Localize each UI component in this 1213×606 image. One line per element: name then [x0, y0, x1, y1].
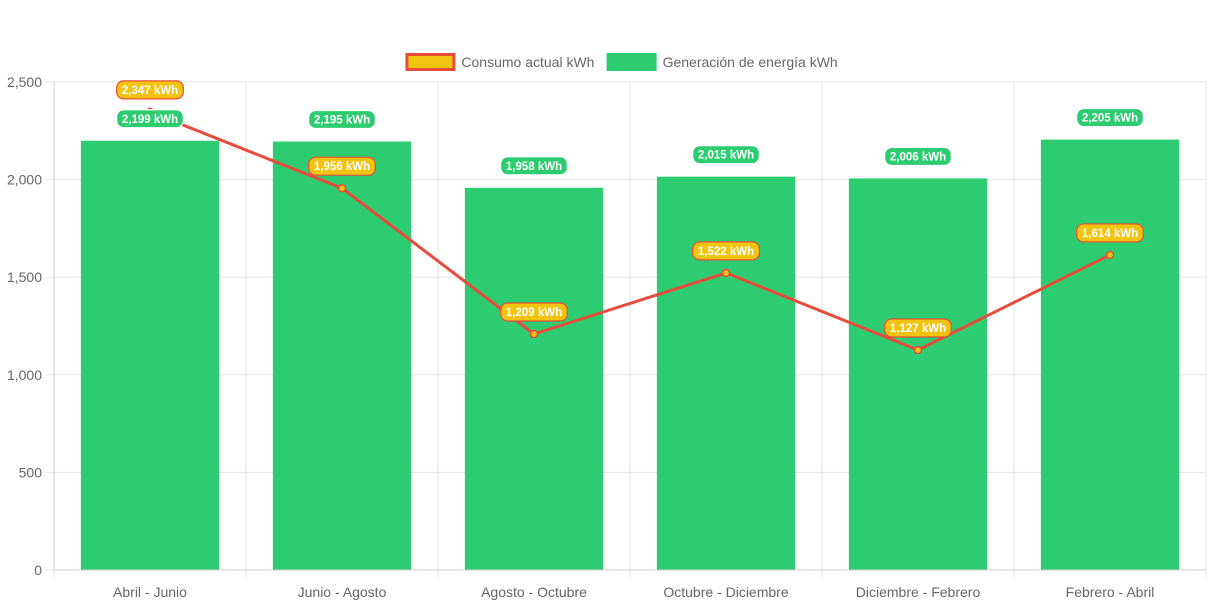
line-point[interactable] — [913, 345, 923, 355]
bar-value-label: 2,205 kWh — [1076, 107, 1144, 128]
y-tick-label: 0 — [34, 562, 42, 578]
bar-value-label-text: 2,199 kWh — [122, 114, 178, 126]
bar-value-label-box — [116, 109, 184, 129]
line-value-label-box — [884, 318, 952, 338]
bar-value-label-text: 2,015 kWh — [698, 150, 754, 162]
legend-item[interactable]: Generación de energía kWh — [606, 53, 838, 71]
x-tick-label: Febrero - Abril — [1066, 584, 1155, 600]
bar[interactable] — [80, 140, 220, 571]
line-point[interactable] — [529, 329, 539, 339]
bar-value-label-box — [1076, 107, 1144, 128]
legend-swatch — [405, 53, 456, 71]
bar-value-label-box — [500, 156, 568, 176]
bar-value-label: 2,199 kWh — [116, 109, 184, 129]
line-value-label-box — [116, 80, 184, 100]
legend[interactable]: Consumo actual kWh Generación de energía … — [405, 53, 838, 71]
line-value-label: 2,347 kWh — [116, 80, 184, 100]
legend-swatch — [606, 53, 657, 71]
line-point[interactable] — [337, 183, 347, 193]
x-tick-label: Agosto - Octubre — [481, 584, 587, 600]
line-value-label-text: 1,956 kWh — [314, 161, 370, 173]
x-tick-label: Abril - Junio — [113, 584, 187, 600]
y-tick-label: 2,000 — [7, 172, 42, 188]
grid-lines — [46, 81, 1207, 578]
bar-value-label-text: 2,006 kWh — [890, 151, 946, 163]
line-value-label: 1,127 kWh — [884, 318, 952, 338]
axes: 0 500 1,000 1,500 2,000 2,500 Abril - Junio Jun… — [7, 74, 1206, 600]
bar[interactable] — [848, 178, 988, 570]
legend-label: Generación de energía kWh — [663, 54, 838, 70]
line-point[interactable] — [721, 268, 731, 278]
line-value-label: 1,522 kWh — [692, 241, 760, 261]
bar-value-label: 2,015 kWh — [692, 145, 760, 165]
line-value-label-box — [692, 241, 760, 261]
bar[interactable] — [272, 141, 412, 570]
line-value-label-text: 1,127 kWh — [890, 323, 946, 335]
x-tick-label: Junio - Agosto — [298, 584, 387, 600]
line-value-label-text: 1,614 kWh — [1082, 228, 1138, 240]
bar-value-label-text: 2,205 kWh — [1082, 113, 1138, 125]
y-tick-label: 1,500 — [7, 269, 42, 285]
bars — [80, 139, 1180, 571]
line-value-label-text: 1,209 kWh — [506, 307, 562, 319]
bar-value-label: 1,958 kWh — [500, 156, 568, 176]
bar-value-label-text: 1,958 kWh — [506, 161, 562, 173]
line-value-label-box — [308, 156, 376, 176]
y-tick-label: 2,500 — [7, 74, 42, 90]
bar-value-label-text: 2,195 kWh — [314, 115, 370, 127]
x-tick-label: Diciembre - Febrero — [856, 584, 981, 600]
line-value-label-text: 2,347 kWh — [122, 85, 178, 97]
y-tick-label: 1,000 — [7, 367, 42, 383]
bar-value-label: 2,195 kWh — [308, 109, 376, 130]
legend-item[interactable]: Consumo actual kWh — [405, 53, 595, 71]
bar[interactable] — [464, 187, 604, 570]
line-value-label: 1,209 kWh — [500, 302, 568, 322]
line-point[interactable] — [1105, 250, 1115, 260]
line-value-label-box — [1076, 223, 1144, 243]
x-tick-label: Octubre - Diciembre — [663, 584, 788, 600]
bar-value-label-box — [308, 109, 376, 130]
line-value-label-box — [500, 302, 568, 322]
data-labels: 2,199 kWh 2,195 kWh 1,958 kWh 2,015 kWh 2,00… — [116, 80, 1144, 338]
legend-label: Consumo actual kWh — [461, 54, 594, 70]
y-tick-label: 500 — [19, 464, 43, 480]
bar[interactable] — [1040, 139, 1180, 571]
bar-value-label-box — [692, 145, 760, 165]
line-value-label-text: 1,522 kWh — [698, 246, 754, 258]
line-value-label: 1,614 kWh — [1076, 223, 1144, 243]
bar-value-label: 2,006 kWh — [884, 146, 952, 167]
bar-value-label-box — [884, 146, 952, 167]
line-value-label: 1,956 kWh — [308, 156, 376, 176]
bar[interactable] — [656, 176, 796, 570]
